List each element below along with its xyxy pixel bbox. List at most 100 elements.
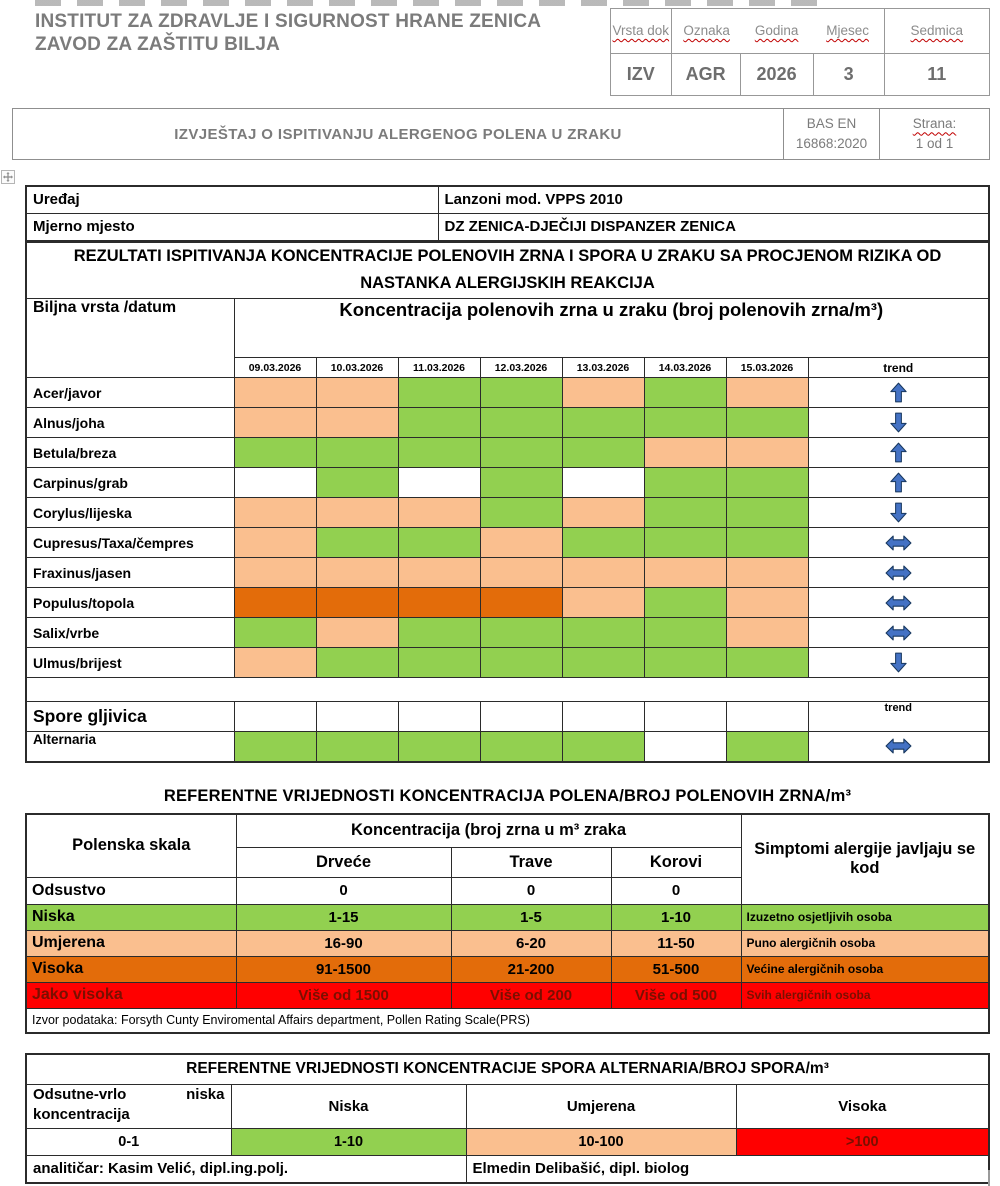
range-value: Više od 500	[610, 981, 742, 1009]
table-row: Cupresus/Taxa/čempres	[25, 527, 990, 558]
range-value: 0	[450, 876, 612, 905]
doc-type-header: Vrsta dok	[610, 8, 672, 54]
level-header: Niska	[230, 1083, 467, 1129]
empty-cell	[397, 701, 481, 732]
concentration-cell	[725, 467, 809, 498]
species-label: Alternaria	[25, 731, 235, 762]
device-value: Lanzoni mod. VPPS 2010	[437, 185, 990, 214]
symptom-note: Puno alergičnih osoba	[740, 929, 990, 957]
concentration-cell	[479, 377, 563, 408]
concentration-cell	[233, 617, 317, 648]
concentration-cell	[397, 407, 481, 438]
concentration-grid: REZULTATI ISPITIVANJA KONCENTRACIJE POLE…	[25, 240, 990, 763]
species-label: Corylus/lijeska	[25, 497, 235, 528]
pollen-results-table: Uređaj Lanzoni mod. VPPS 2010 Mjerno mje…	[25, 185, 990, 763]
range-value: >100	[735, 1127, 990, 1156]
concentration-cell	[725, 377, 809, 408]
concentration-cell	[233, 527, 317, 558]
species-label: Ulmus/brijest	[25, 647, 235, 678]
concentration-cell	[479, 407, 563, 438]
symptom-note: Izuzetno osjetljivih osoba	[740, 903, 990, 931]
trend-arrow-icon	[815, 412, 983, 433]
concentration-cell	[561, 377, 645, 408]
results-title: REZULTATI ISPITIVANJA KONCENTRACIJE POLE…	[25, 241, 990, 299]
table-row: 0-1 1-10 10-100 >100	[25, 1127, 990, 1156]
concentration-cell	[479, 437, 563, 468]
level-header: Visoka	[735, 1083, 990, 1129]
table-row: Salix/vrbe	[25, 617, 990, 648]
level-header: Umjerena	[465, 1083, 737, 1129]
device-info-table: Uređaj Lanzoni mod. VPPS 2010 Mjerno mje…	[25, 185, 990, 241]
range-value: 1-15	[235, 903, 452, 931]
concentration-cell	[479, 731, 563, 762]
table-row: Corylus/lijeska	[25, 497, 990, 528]
source-note: Izvor podataka: Forsyth Cunty Enviroment…	[25, 1007, 990, 1034]
species-label: Salix/vrbe	[25, 617, 235, 648]
concentration-cell	[561, 467, 645, 498]
trend-cell	[807, 437, 990, 468]
concentration-cell	[725, 557, 809, 588]
spore-section-label: Spore gljivica	[25, 701, 235, 732]
date-header-row: 09.03.2026 10.03.2026 11.03.2026 12.03.2…	[26, 357, 990, 378]
concentration-cell	[479, 647, 563, 678]
alternaria-table-title: REFERENTNE VRIJEDNOSTI KONCENTRACIJE SPO…	[25, 1053, 990, 1085]
doc-mid-headers: Oznaka Godina Mjesec	[670, 8, 885, 54]
concentration-cell	[725, 407, 809, 438]
concentration-cell	[315, 377, 399, 408]
trend-cell	[807, 647, 990, 678]
concentration-cell	[315, 647, 399, 678]
scale-level: Jako visoka	[25, 981, 237, 1009]
analyst-left: analitičar: Kasim Velić, dipl.ing.polj.	[25, 1154, 467, 1184]
trend-cell	[807, 497, 990, 528]
table-move-handle-icon[interactable]	[1, 170, 15, 184]
range-value: 11-50	[610, 929, 742, 957]
concentration-cell	[315, 557, 399, 588]
concentration-cell	[643, 617, 727, 648]
concentration-cell	[725, 647, 809, 678]
trend-header: trend	[807, 357, 990, 378]
concentration-cell	[315, 617, 399, 648]
trend-arrow-icon	[815, 442, 983, 463]
doc-year-value: 2026	[739, 53, 814, 96]
scale-level: Odsustvo	[25, 876, 237, 905]
concentration-cell	[725, 497, 809, 528]
concentration-cell	[397, 647, 481, 678]
species-label: Betula/breza	[25, 437, 235, 468]
org-name: INSTITUT ZA ZDRAVLJE I SIGURNOST HRANE Z…	[35, 11, 542, 32]
date-header: 10.03.2026	[315, 357, 399, 378]
empty-cell	[315, 701, 399, 732]
trend-cell	[807, 527, 990, 558]
species-label: Cupresus/Taxa/čempres	[25, 527, 235, 558]
table-row: Visoka 91-1500 21-200 51-500 Većine aler…	[25, 955, 990, 983]
doc-code-value: AGR	[670, 53, 741, 96]
symptoms-header: Simptomi alergije javljaju se kod	[740, 813, 990, 905]
organization-header: INSTITUT ZA ZDRAVLJE I SIGURNOST HRANE Z…	[35, 10, 610, 56]
concentration-cell	[233, 467, 317, 498]
empty-cell	[233, 701, 317, 732]
cutoff-text-sliver	[35, 0, 830, 6]
concentration-cell	[643, 497, 727, 528]
concentration-cell	[561, 647, 645, 678]
range-value: 51-500	[610, 955, 742, 983]
concentration-cell	[315, 437, 399, 468]
concentration-cell	[561, 407, 645, 438]
concentration-cell	[561, 497, 645, 528]
concentration-cell	[397, 587, 481, 618]
table-row: Jako visoka Više od 1500 Više od 200 Viš…	[25, 981, 990, 1009]
concentration-cell	[479, 527, 563, 558]
trend-cell	[807, 407, 990, 438]
trend-arrow-icon	[815, 595, 983, 611]
range-value: 91-1500	[235, 955, 452, 983]
range-value: 16-90	[235, 929, 452, 957]
species-label: Carpinus/grab	[25, 467, 235, 498]
doc-week-header: Sedmica	[883, 8, 991, 54]
range-value: 1-10	[230, 1127, 467, 1156]
range-value: 0	[235, 876, 452, 905]
table-row: Alnus/joha	[25, 407, 990, 438]
empty-cell	[561, 701, 645, 732]
concentration-cell	[397, 617, 481, 648]
table-row: Betula/breza	[25, 437, 990, 468]
species-label: Fraxinus/jasen	[25, 557, 235, 588]
concentration-cell	[561, 617, 645, 648]
